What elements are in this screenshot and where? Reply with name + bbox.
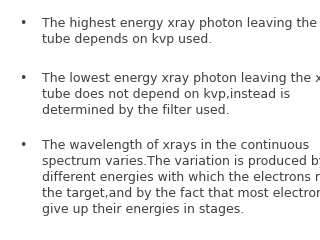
Text: The wavelength of xrays in the continuous
spectrum varies.The variation is produ: The wavelength of xrays in the continuou… [42,139,320,216]
Text: •: • [19,17,26,30]
Text: •: • [19,72,26,85]
Text: The lowest energy xray photon leaving the xray
tube does not depend on kvp,inste: The lowest energy xray photon leaving th… [42,72,320,117]
Text: •: • [19,139,26,152]
Text: The highest energy xray photon leaving the xray
tube depends on kvp used.: The highest energy xray photon leaving t… [42,17,320,46]
